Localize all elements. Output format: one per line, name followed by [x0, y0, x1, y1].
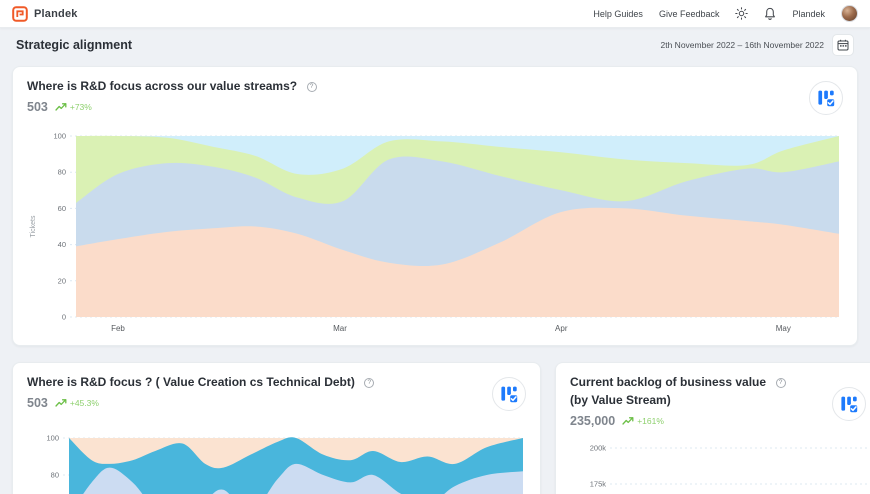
svg-text:Feb: Feb — [111, 324, 125, 333]
calendar-icon — [837, 39, 849, 51]
metric-value: 503 — [27, 396, 48, 410]
card-value-creation: Where is R&D focus ? ( Value Creation cs… — [12, 362, 541, 494]
date-range-text: 2th November 2022 – 16th November 2022 — [660, 40, 825, 50]
svg-text:100: 100 — [46, 434, 59, 443]
svg-text:80: 80 — [51, 471, 59, 480]
trend-up-icon — [55, 103, 67, 111]
jira-source-badge[interactable] — [492, 377, 526, 411]
svg-text:20: 20 — [58, 276, 66, 285]
metric-change-text: +161% — [637, 416, 664, 426]
chart-wrap: 100 80 60 40 20 0 Tickets Feb Mar Apr May — [27, 128, 843, 349]
svg-text:100: 100 — [53, 132, 66, 141]
notifications-button[interactable] — [764, 7, 776, 20]
metric-change: +161% — [622, 416, 664, 426]
metric-value: 503 — [27, 100, 48, 114]
metric-value: 235,000 — [570, 414, 616, 428]
plandek-logo[interactable]: Plandek — [12, 5, 78, 22]
svg-text:175k: 175k — [590, 480, 607, 489]
date-picker-button[interactable] — [832, 34, 854, 56]
logo-text: Plandek — [34, 7, 78, 20]
metric-change: +45.3% — [55, 398, 99, 408]
value-streams-chart[interactable]: 100 80 60 40 20 0 Tickets Feb Mar Apr May — [27, 128, 845, 344]
jira-icon — [818, 90, 836, 108]
theme-toggle-button[interactable] — [735, 7, 749, 20]
metric-change: +73% — [55, 102, 92, 112]
jira-icon — [841, 396, 859, 414]
help-icon[interactable]: ? — [775, 377, 786, 388]
svg-text:May: May — [776, 324, 791, 333]
card-value-streams: Where is R&D focus across our value stre… — [12, 66, 858, 346]
svg-text:200k: 200k — [590, 444, 607, 453]
jira-source-badge[interactable] — [809, 81, 843, 115]
sun-icon — [735, 7, 749, 20]
card-title: Where is R&D focus across our value stre… — [27, 79, 298, 93]
help-icon[interactable]: ? — [306, 81, 317, 92]
top-header: Plandek Help Guides Give Feedback Plande… — [0, 0, 870, 28]
page-header: Strategic alignment 2th November 2022 – … — [0, 28, 870, 62]
metric-change-text: +73% — [69, 102, 92, 112]
stat-row: 503 +73% — [27, 98, 843, 116]
help-guides-link[interactable]: Help Guides — [593, 8, 643, 19]
help-icon[interactable]: ? — [364, 377, 375, 388]
svg-text:Tickets: Tickets — [30, 215, 37, 237]
backlog-chart[interactable]: 200k175k150k — [570, 440, 870, 494]
svg-text:Mar: Mar — [333, 324, 347, 333]
card-title: Where is R&D focus ? ( Value Creation cs… — [27, 375, 355, 389]
bell-icon — [765, 7, 776, 20]
card-backlog: Current backlog of business value ? (by … — [555, 362, 870, 494]
svg-text:Apr: Apr — [555, 324, 568, 333]
user-name: Plandek — [792, 8, 825, 19]
jira-icon — [501, 386, 519, 404]
trend-up-icon — [55, 399, 67, 407]
card-title-line1: Current backlog of business value — [570, 375, 767, 389]
svg-text:0: 0 — [62, 313, 66, 322]
stat-row: 235,000 +161% — [570, 412, 866, 430]
user-avatar[interactable] — [841, 5, 858, 22]
page-title: Strategic alignment — [16, 38, 132, 52]
trend-up-icon — [622, 417, 634, 425]
jira-source-badge[interactable] — [832, 387, 866, 421]
metric-change-text: +45.3% — [69, 398, 99, 408]
svg-text:60: 60 — [58, 204, 66, 213]
plandek-logo-icon — [12, 5, 28, 22]
svg-text:40: 40 — [58, 240, 66, 249]
give-feedback-link[interactable]: Give Feedback — [658, 8, 720, 19]
chart-wrap: 200k175k150k — [570, 440, 870, 494]
date-range: 2th November 2022 – 16th November 2022 — [660, 34, 854, 56]
svg-text:80: 80 — [58, 168, 66, 177]
top-nav: Help Guides Give Feedback Plandek — [593, 5, 858, 22]
card-title-line2: (by Value Stream) — [570, 393, 671, 407]
stat-row: 503 +45.3% — [27, 394, 526, 412]
